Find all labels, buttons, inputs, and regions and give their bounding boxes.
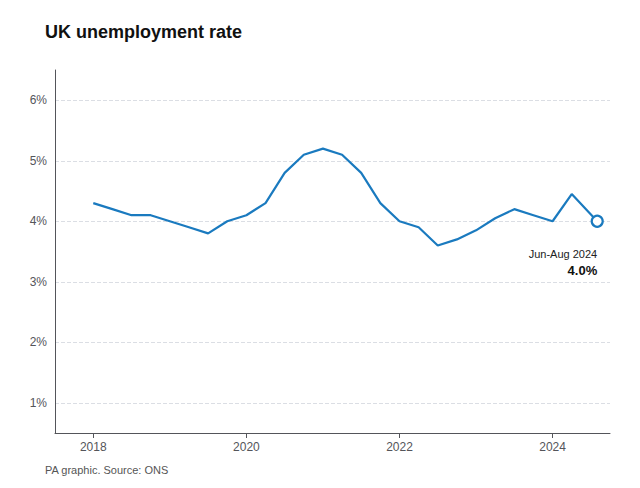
svg-text:5%: 5% — [30, 154, 48, 168]
svg-text:2020: 2020 — [233, 440, 260, 454]
svg-text:2018: 2018 — [80, 440, 107, 454]
svg-text:6%: 6% — [30, 93, 48, 107]
svg-text:PA graphic. Source: ONS: PA graphic. Source: ONS — [45, 464, 168, 476]
svg-text:4%: 4% — [30, 214, 48, 228]
svg-text:4.0%: 4.0% — [568, 263, 598, 278]
svg-text:2024: 2024 — [539, 440, 566, 454]
svg-text:UK unemployment rate: UK unemployment rate — [45, 22, 242, 42]
svg-text:2%: 2% — [30, 335, 48, 349]
svg-text:2022: 2022 — [386, 440, 413, 454]
svg-text:1%: 1% — [30, 396, 48, 410]
svg-text:Jun-Aug 2024: Jun-Aug 2024 — [529, 248, 598, 260]
svg-text:3%: 3% — [30, 275, 48, 289]
